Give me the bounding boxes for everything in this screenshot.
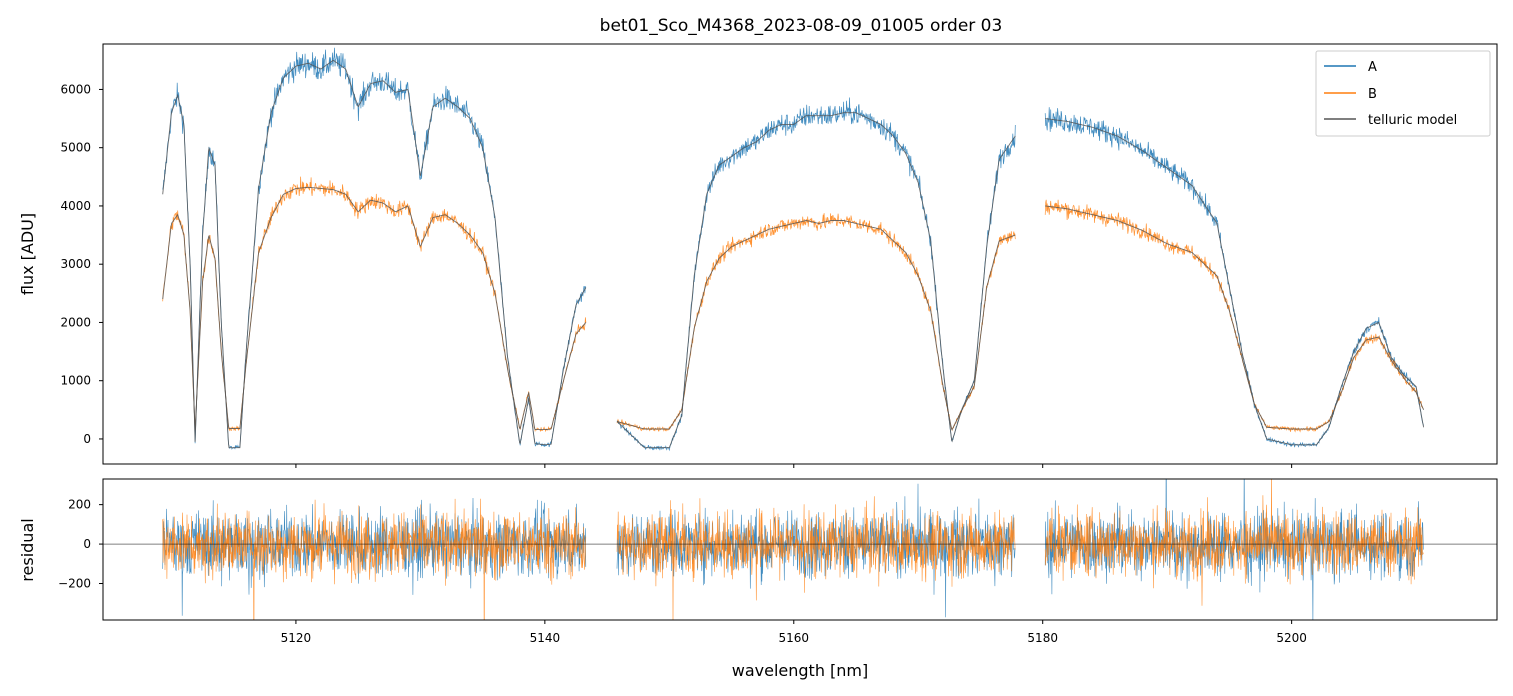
y-tick-label-flux: 3000 xyxy=(60,257,91,271)
telluric-model-a-segment-2 xyxy=(1045,118,1425,446)
series-a-segment-2 xyxy=(1044,107,1424,448)
legend-label-a: A xyxy=(1368,60,1377,75)
residual-b-segment-0 xyxy=(162,498,587,620)
x-tick-label: 5160 xyxy=(779,631,810,645)
y-tick-label-flux: 4000 xyxy=(60,199,91,213)
series-a-segment-1 xyxy=(616,97,1016,452)
legend-label-telluric: telluric model xyxy=(1368,113,1457,128)
chart-title: bet01_Sco_M4368_2023-08-09_01005 order 0… xyxy=(600,16,1003,36)
x-tick-label: 5180 xyxy=(1027,631,1058,645)
flux-panel: 0 1000 2000 3000 4000 5000 6000 flux [ADU] A B… xyxy=(18,43,1498,468)
legend-label-b: B xyxy=(1368,87,1377,102)
residual-ticks: −200 0 200 5120 5140 5160 5180 5200 xyxy=(58,498,1307,645)
y-tick-label-flux: 5000 xyxy=(60,141,91,155)
y-tick-label-flux: 1000 xyxy=(60,374,91,388)
y-tick-label-flux: 0 xyxy=(83,432,91,446)
telluric-model-b-segment-1 xyxy=(616,220,1016,431)
residual-b-segment-1 xyxy=(616,496,1016,620)
series-a-segment-0 xyxy=(162,47,587,450)
series-b-segment-0 xyxy=(162,176,587,433)
x-tick-label: 5120 xyxy=(281,631,312,645)
series-b-segment-1 xyxy=(616,213,1016,432)
flux-ticks: 0 1000 2000 3000 4000 5000 6000 xyxy=(60,82,1293,468)
y-tick-label-flux: 6000 xyxy=(60,82,91,96)
x-axis-label: wavelength [nm] xyxy=(732,661,869,680)
flux-axes-frame xyxy=(102,43,1498,465)
telluric-model-a-segment-0 xyxy=(162,60,587,449)
legend-box xyxy=(1315,50,1491,137)
residual-a-segment-2 xyxy=(1044,479,1424,620)
y-axis-label-flux: flux [ADU] xyxy=(18,213,37,295)
flux-plot-area xyxy=(162,47,1425,452)
legend: A B telluric model xyxy=(1315,50,1491,137)
x-tick-label: 5200 xyxy=(1276,631,1307,645)
y-tick-label-residual: 200 xyxy=(68,498,91,512)
telluric-model-b-segment-0 xyxy=(162,186,587,431)
residual-axes-frame xyxy=(102,478,1498,621)
telluric-model-a-segment-1 xyxy=(616,112,1016,449)
x-tick-label: 5140 xyxy=(530,631,561,645)
y-tick-label-residual: −200 xyxy=(58,577,91,591)
y-tick-label-flux: 2000 xyxy=(60,315,91,329)
residual-b-segment-2 xyxy=(1044,479,1424,606)
residual-plot-area xyxy=(103,479,1497,620)
telluric-model-b-segment-2 xyxy=(1045,205,1425,430)
y-axis-label-residual: residual xyxy=(18,518,37,581)
y-tick-label-residual: 0 xyxy=(83,537,91,551)
residual-panel: −200 0 200 5120 5140 5160 5180 5200 residual wa… xyxy=(18,478,1498,680)
